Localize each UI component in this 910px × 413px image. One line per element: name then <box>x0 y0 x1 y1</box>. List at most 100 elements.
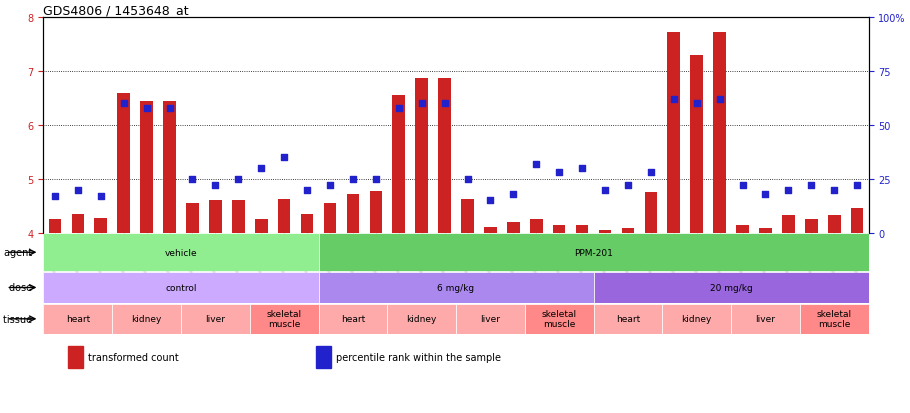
Point <box>551 170 566 176</box>
Bar <box>713 33 726 233</box>
Point <box>529 161 543 168</box>
Bar <box>599 230 612 233</box>
Point <box>598 187 612 193</box>
Text: liver: liver <box>755 315 775 323</box>
Point <box>483 197 498 204</box>
FancyBboxPatch shape <box>318 273 593 303</box>
Point <box>850 183 864 189</box>
Point <box>391 105 406 112</box>
Bar <box>163 102 176 233</box>
FancyBboxPatch shape <box>593 273 869 303</box>
Bar <box>209 201 222 233</box>
Point <box>254 165 268 172</box>
Text: liver: liver <box>480 315 501 323</box>
Bar <box>484 228 497 233</box>
Bar <box>576 225 589 233</box>
Point <box>323 183 338 189</box>
FancyBboxPatch shape <box>731 304 800 334</box>
Bar <box>530 220 542 233</box>
FancyBboxPatch shape <box>662 304 731 334</box>
FancyBboxPatch shape <box>44 234 318 271</box>
Bar <box>392 96 405 233</box>
Point <box>116 101 131 107</box>
Text: liver: liver <box>206 315 226 323</box>
FancyBboxPatch shape <box>525 304 593 334</box>
Bar <box>324 204 337 233</box>
Text: heart: heart <box>340 315 365 323</box>
FancyBboxPatch shape <box>388 304 456 334</box>
Point <box>690 101 704 107</box>
Text: 20 mg/kg: 20 mg/kg <box>710 283 753 292</box>
FancyBboxPatch shape <box>112 304 181 334</box>
FancyBboxPatch shape <box>456 304 525 334</box>
Bar <box>316 346 330 368</box>
Text: percentile rank within the sample: percentile rank within the sample <box>336 352 501 362</box>
Point <box>506 191 521 198</box>
Bar <box>667 33 680 233</box>
Point <box>162 105 177 112</box>
Point <box>438 101 452 107</box>
FancyBboxPatch shape <box>44 304 112 334</box>
Point <box>575 165 590 172</box>
Point <box>346 176 360 183</box>
Bar <box>759 229 772 233</box>
Bar <box>95 218 107 233</box>
Text: skeletal
muscle: skeletal muscle <box>541 309 577 329</box>
Text: kidney: kidney <box>131 315 162 323</box>
Text: agent: agent <box>4 248 35 258</box>
Text: PPM-201: PPM-201 <box>574 248 613 257</box>
Text: transformed count: transformed count <box>88 352 178 362</box>
Point <box>460 176 475 183</box>
Point <box>231 176 246 183</box>
Bar <box>48 220 61 233</box>
Text: kidney: kidney <box>682 315 712 323</box>
Text: heart: heart <box>66 315 90 323</box>
Bar <box>187 204 198 233</box>
Text: heart: heart <box>616 315 640 323</box>
Bar <box>415 78 428 233</box>
FancyBboxPatch shape <box>44 273 318 303</box>
Bar <box>507 222 520 233</box>
Bar <box>828 216 841 233</box>
Point <box>185 176 199 183</box>
Text: GDS4806 / 1453648_at: GDS4806 / 1453648_at <box>44 4 189 17</box>
FancyBboxPatch shape <box>800 304 869 334</box>
Point <box>414 101 429 107</box>
Bar <box>553 225 565 233</box>
Bar <box>255 220 268 233</box>
Text: 6 mg/kg: 6 mg/kg <box>438 283 475 292</box>
Bar <box>736 225 749 233</box>
Bar <box>232 201 245 233</box>
Point <box>827 187 842 193</box>
Text: tissue: tissue <box>3 314 35 324</box>
Point <box>758 191 773 198</box>
Bar <box>300 214 313 233</box>
Bar <box>851 209 864 233</box>
Bar <box>439 79 450 233</box>
Point <box>94 193 108 200</box>
Point <box>666 97 681 103</box>
Bar <box>140 102 153 233</box>
Point <box>47 193 62 200</box>
Point <box>299 187 314 193</box>
Bar <box>461 200 474 233</box>
Point <box>643 170 658 176</box>
FancyBboxPatch shape <box>318 304 388 334</box>
Point <box>139 105 154 112</box>
Point <box>369 176 383 183</box>
Bar <box>369 191 382 233</box>
Point <box>621 183 635 189</box>
Bar <box>805 220 817 233</box>
Point <box>804 183 819 189</box>
Bar <box>622 229 634 233</box>
Text: control: control <box>166 283 197 292</box>
Bar <box>72 214 84 233</box>
Point <box>735 183 750 189</box>
Point <box>713 97 727 103</box>
Bar <box>347 195 359 233</box>
Bar <box>782 216 794 233</box>
Bar <box>68 346 83 368</box>
FancyBboxPatch shape <box>593 304 662 334</box>
Text: dose: dose <box>9 283 35 293</box>
Bar <box>644 193 657 233</box>
